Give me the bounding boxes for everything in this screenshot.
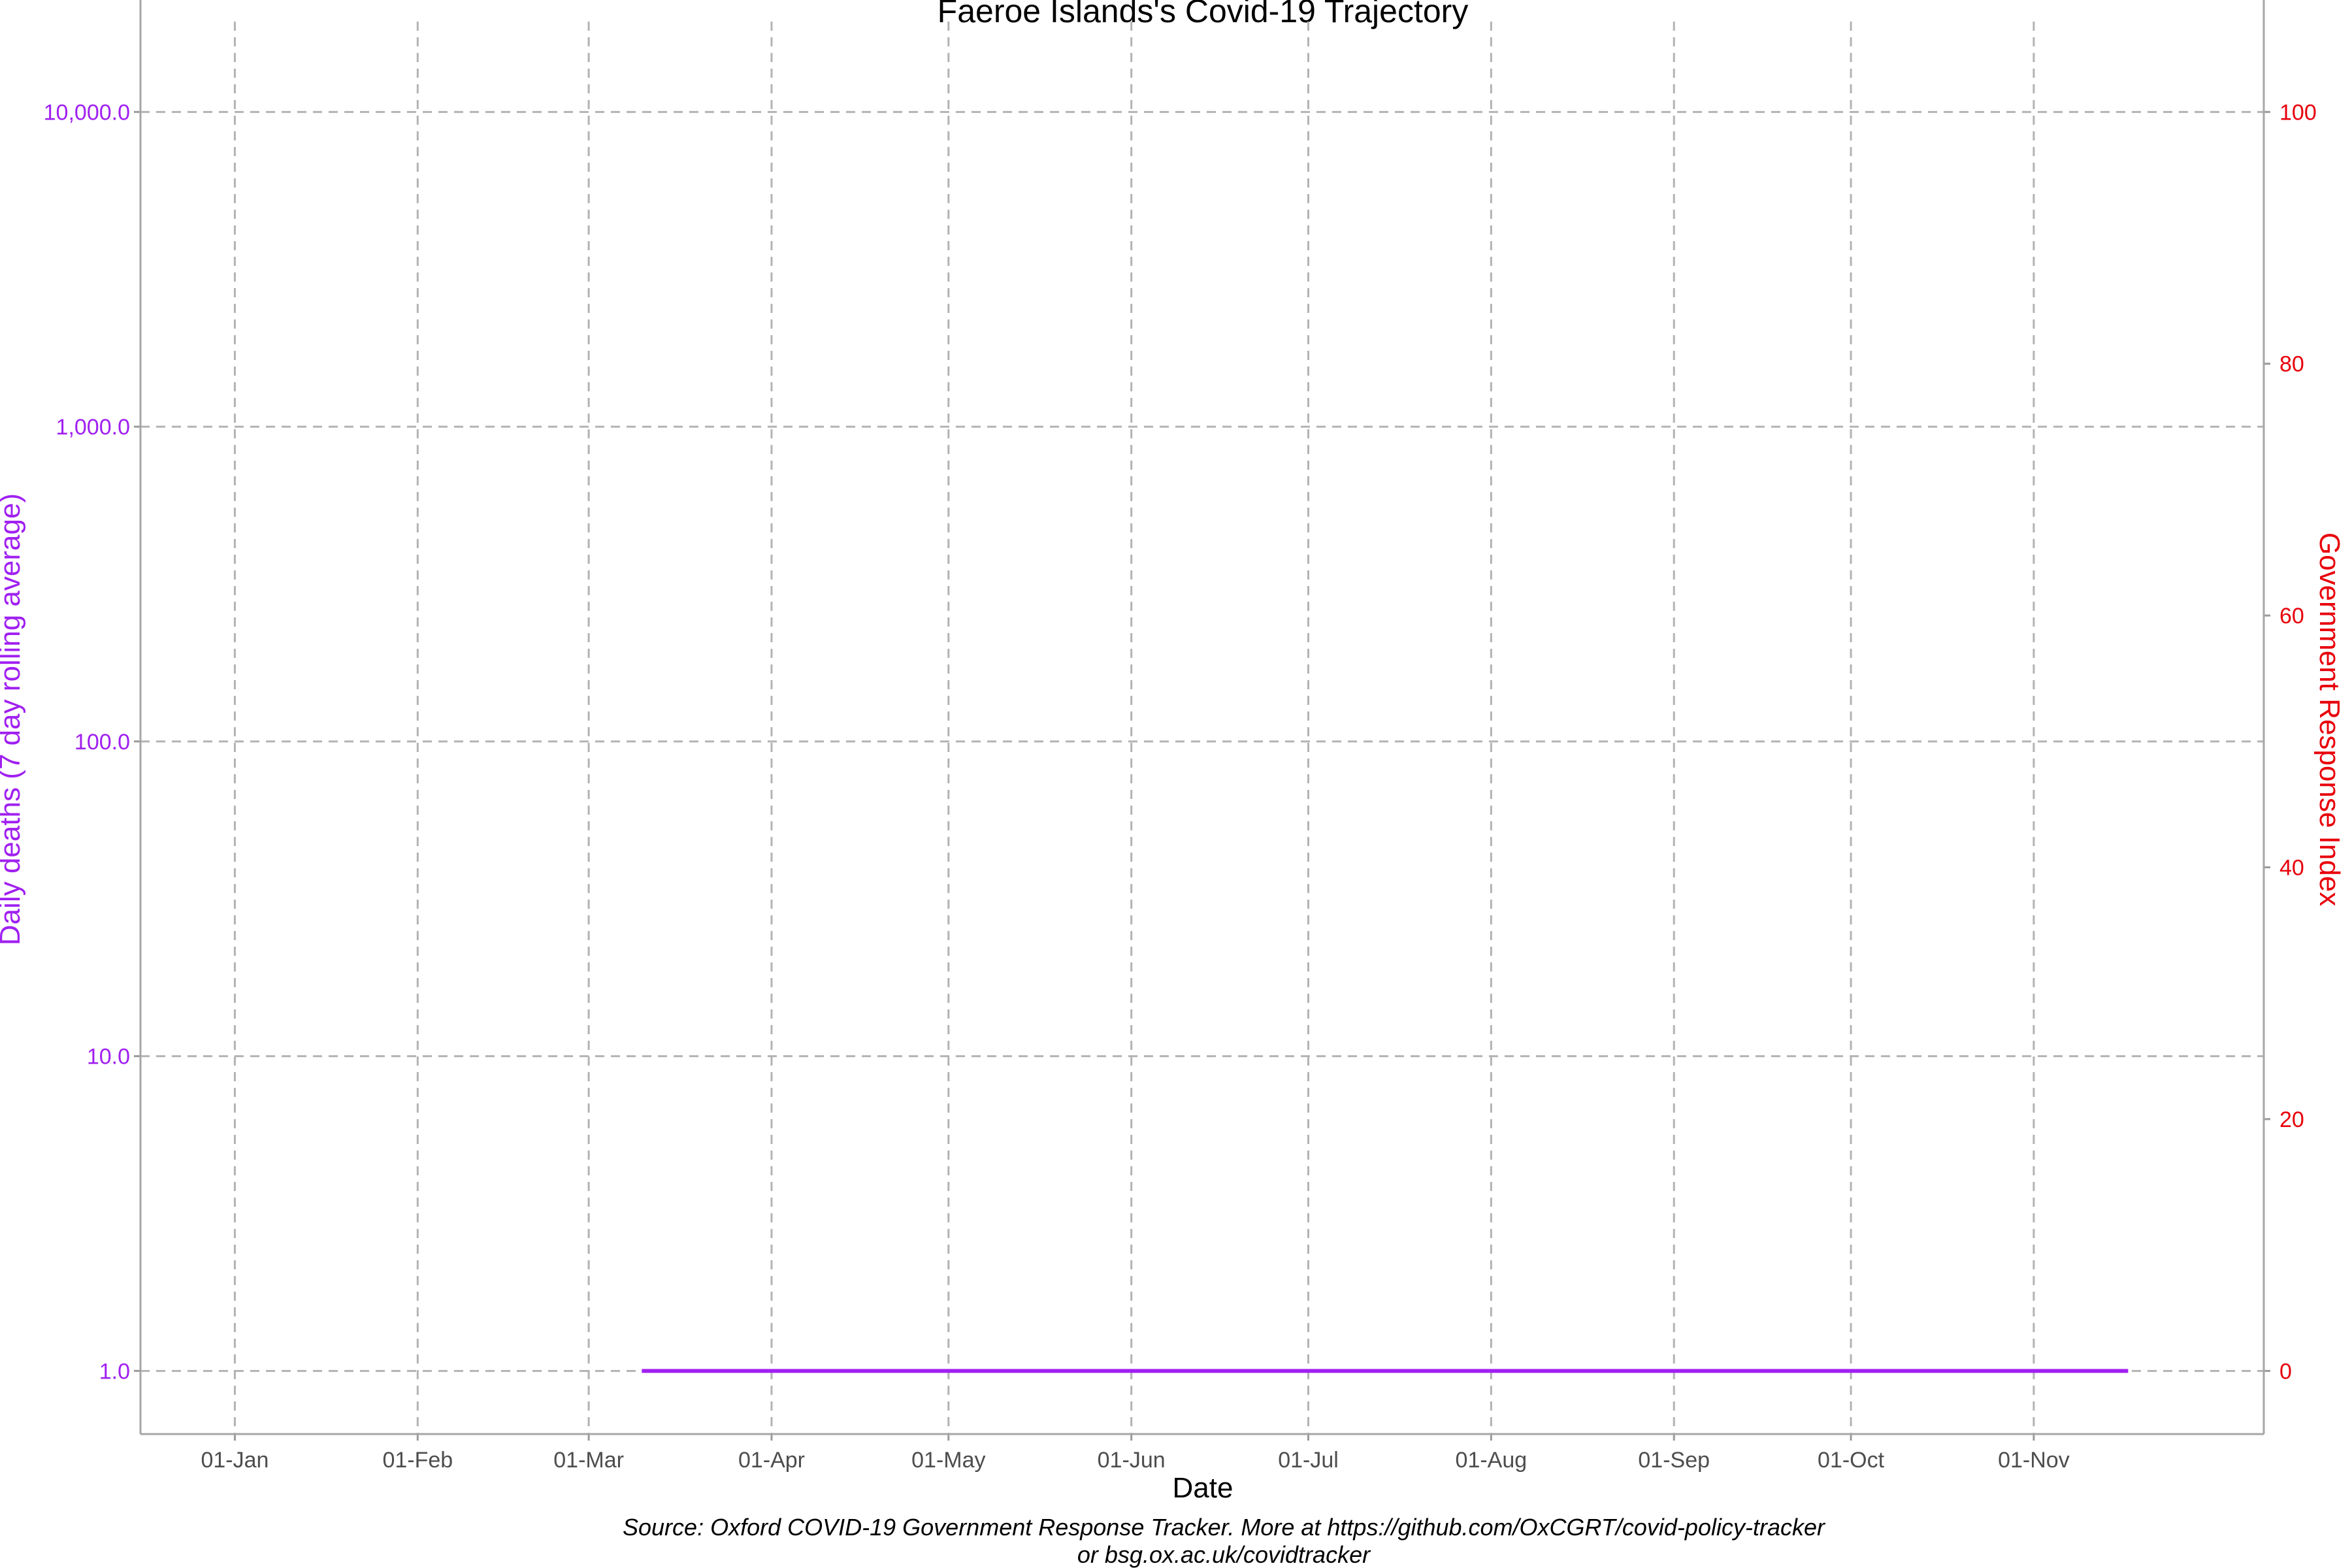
y-left-tick-label: 1.0 bbox=[99, 1359, 130, 1384]
y-axis-right-title: Government Response Index bbox=[2313, 532, 2345, 906]
y-left-tick-label: 10.0 bbox=[87, 1045, 130, 1070]
x-tick-label: 01-Apr bbox=[738, 1448, 805, 1473]
x-tick-label: 01-Sep bbox=[1638, 1448, 1710, 1473]
chart-title: Faeroe Islands's Covid-19 Trajectory bbox=[938, 0, 1469, 29]
x-tick-label: 01-May bbox=[911, 1448, 985, 1473]
y-right-tick-label: 20 bbox=[2279, 1107, 2304, 1132]
x-tick-label: 01-Aug bbox=[1456, 1448, 1527, 1473]
source-caption-line-2: or bsg.ox.ac.uk/covidtracker bbox=[1077, 1541, 1371, 1568]
x-tick-label: 01-Oct bbox=[1818, 1448, 1885, 1473]
y-axis-left-title: Daily deaths (7 day rolling average) bbox=[0, 493, 26, 945]
x-tick-label: 01-Jan bbox=[201, 1448, 269, 1473]
y-right-tick-label: 60 bbox=[2279, 604, 2304, 629]
tick-labels: 1.0 10.0 100.0 1,000.0 10,000.0 01-Jan 01-Feb 0… bbox=[44, 100, 2317, 1473]
x-tick-label: 01-Feb bbox=[382, 1448, 453, 1473]
grid bbox=[140, 22, 2264, 1434]
y-left-tick-label: 10,000.0 bbox=[44, 100, 130, 125]
x-axis-title: Date bbox=[1173, 1472, 1233, 1504]
x-tick-label: 01-Nov bbox=[1998, 1448, 2070, 1473]
y-left-tick-label: 100.0 bbox=[74, 730, 130, 755]
y-right-tick-label: 0 bbox=[2279, 1359, 2292, 1384]
axes bbox=[134, 0, 2270, 1441]
y-right-tick-label: 100 bbox=[2279, 100, 2317, 125]
x-tick-label: 01-Mar bbox=[553, 1448, 624, 1473]
x-tick-label: 01-Jun bbox=[1098, 1448, 1166, 1473]
source-caption-line-1: Source: Oxford COVID-19 Government Respo… bbox=[623, 1514, 1826, 1541]
y-right-tick-label: 40 bbox=[2279, 856, 2304, 881]
y-right-tick-label: 80 bbox=[2279, 352, 2304, 377]
x-tick-label: 01-Jul bbox=[1278, 1448, 1339, 1473]
y-left-tick-label: 1,000.0 bbox=[56, 415, 130, 440]
